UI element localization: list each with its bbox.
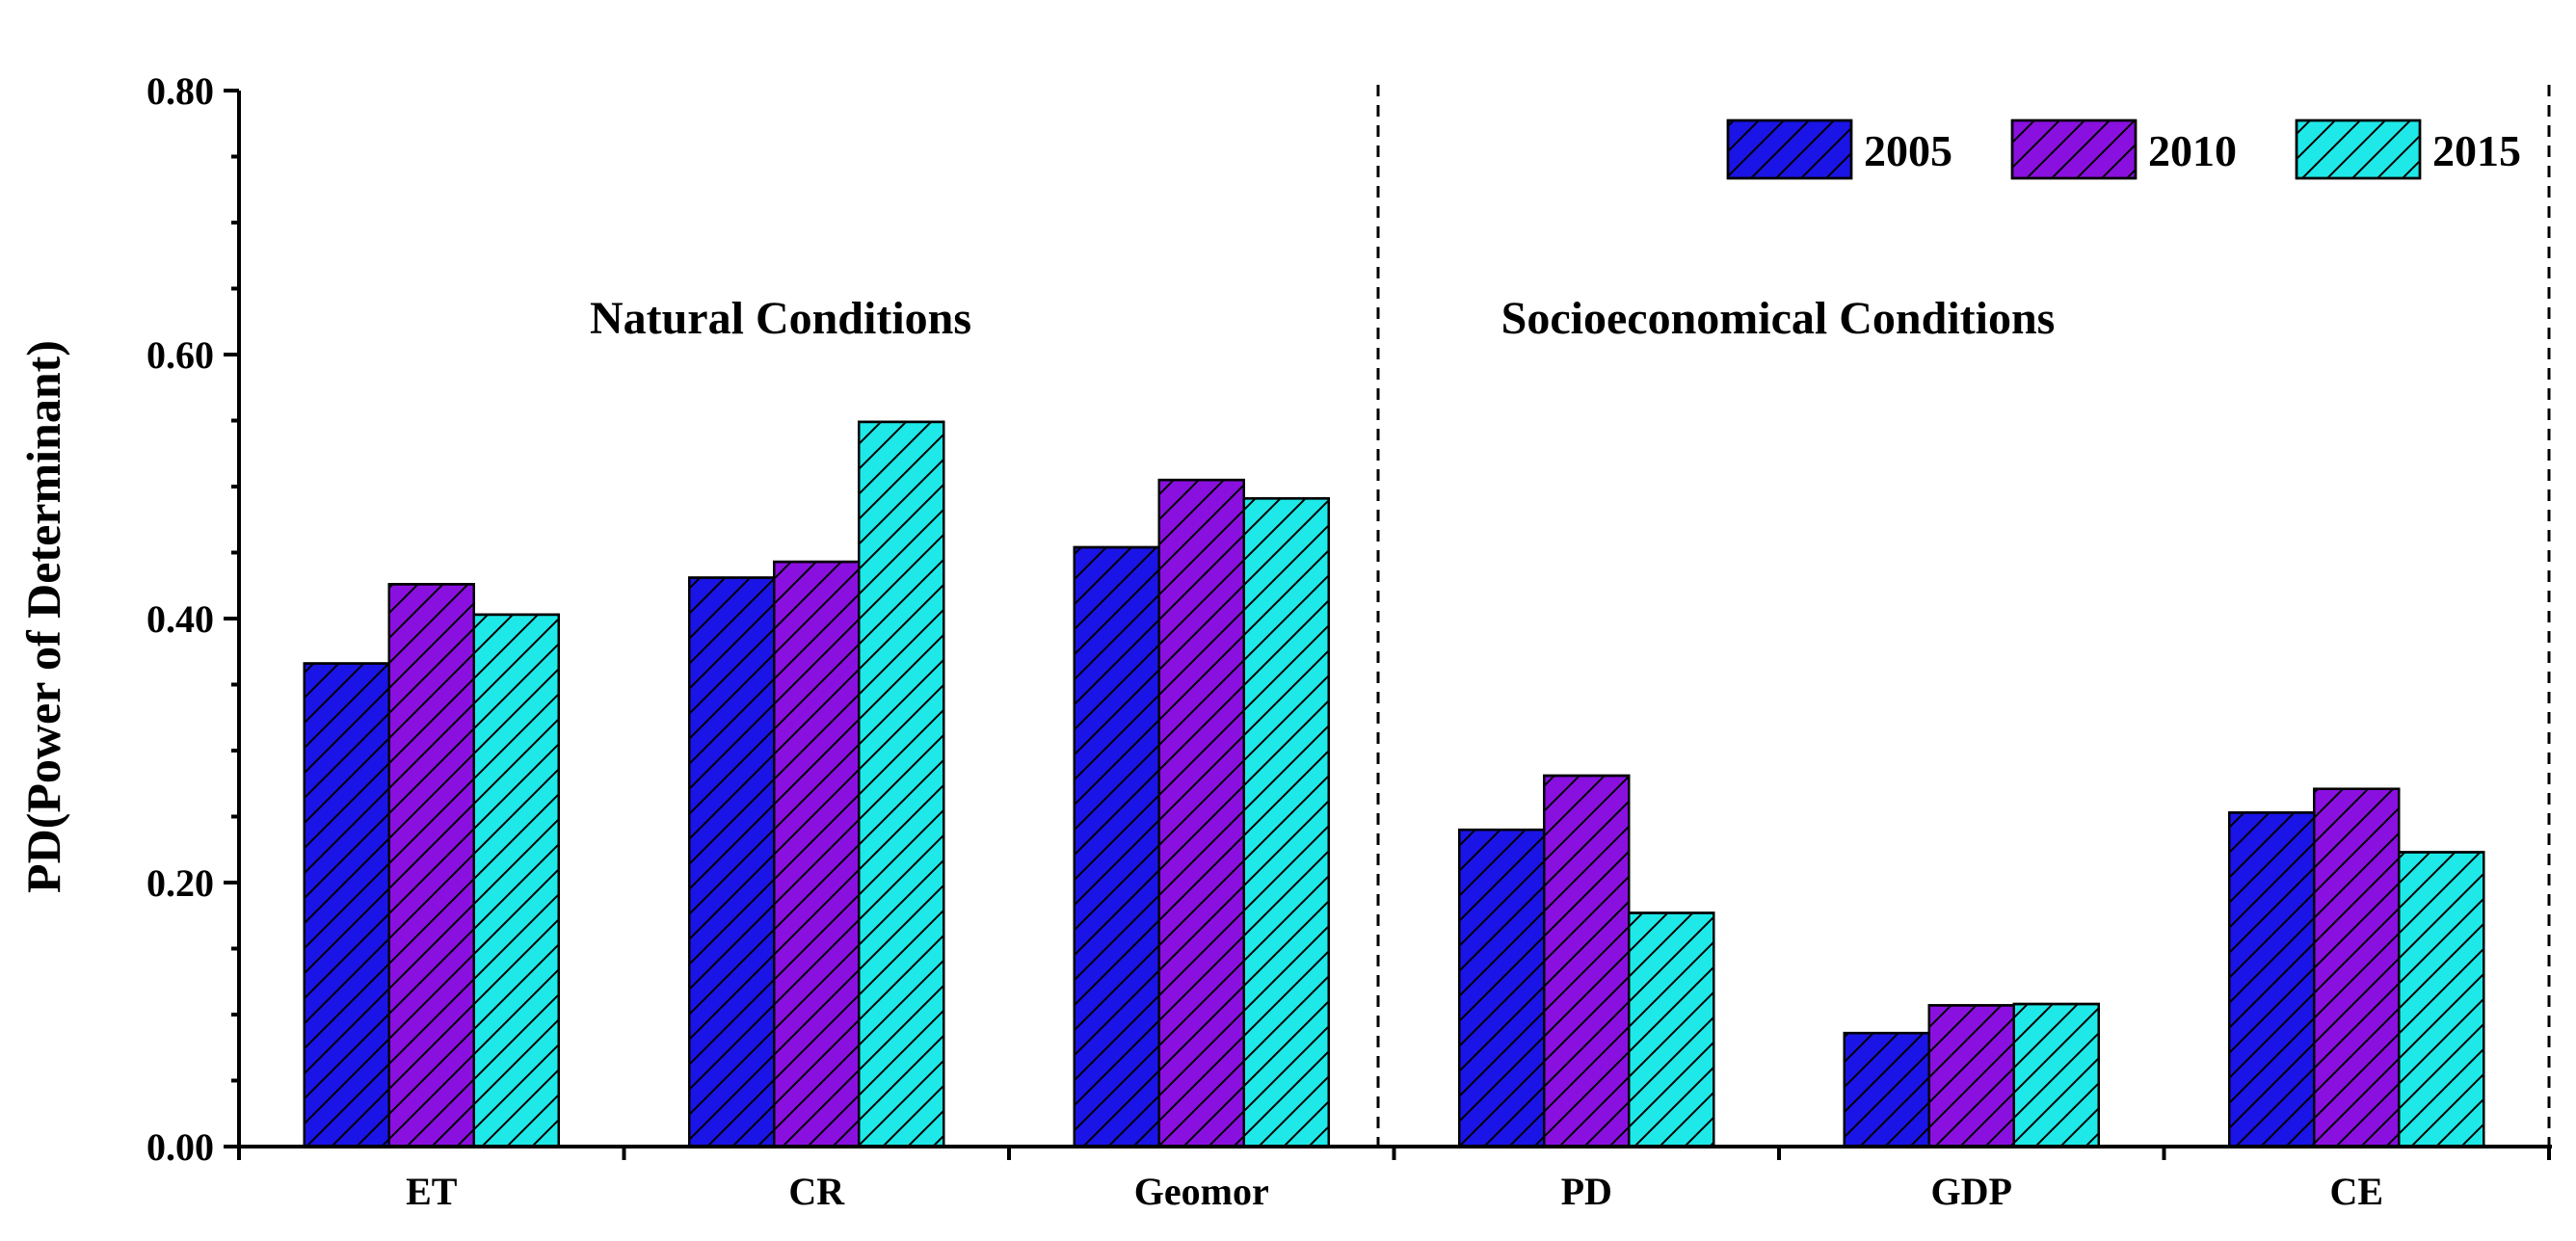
legend-label-2005: 2005: [1864, 126, 1952, 175]
group-title-socioeconomical-conditions: Socioeconomical Conditions: [1501, 293, 2056, 344]
legend-label-2010: 2010: [2148, 126, 2237, 175]
y-tick-label: 0.00: [146, 1125, 214, 1169]
bar-hatch-gdp-2010: [1927, 1004, 2015, 1149]
legend-swatch-2015-hatch: [2295, 119, 2422, 180]
y-tick-label: 0.80: [146, 69, 214, 113]
bars-layer: [303, 420, 2485, 1149]
x-tick-label-gdp: GDP: [1931, 1170, 2012, 1213]
legend-swatch-2005-hatch: [1726, 119, 1853, 180]
bar-hatch-cr-2010: [773, 560, 861, 1149]
bar-hatch-gdp-2015: [2012, 1002, 2100, 1149]
y-tick-label: 0.20: [146, 861, 214, 905]
bar-hatch-gdp-2005: [1843, 1031, 1930, 1149]
bar-hatch-geomor-2010: [1157, 478, 1245, 1149]
bar-hatch-pd-2015: [1628, 911, 1715, 1149]
legend-label-2015: 2015: [2432, 126, 2521, 175]
bar-hatch-et-2005: [303, 662, 390, 1149]
x-tick-label-ce: CE: [2329, 1170, 2383, 1213]
x-tick-label-geomor: Geomor: [1134, 1170, 1269, 1213]
bar-hatch-geomor-2005: [1073, 545, 1160, 1149]
y-tick-label: 0.40: [146, 597, 214, 641]
bar-hatch-cr-2005: [688, 576, 776, 1149]
bar-hatch-et-2015: [472, 613, 560, 1149]
y-axis-title: PD(Power of Determinant): [16, 340, 70, 893]
bar-hatch-ce-2005: [2228, 811, 2316, 1149]
legend-swatch-2010-hatch: [2010, 119, 2138, 180]
bar-hatch-ce-2010: [2313, 787, 2401, 1149]
x-tick-label-pd: PD: [1561, 1170, 1612, 1213]
x-tick-label-et: ET: [406, 1170, 458, 1213]
y-ticks-layer: 0.00 0.20 0.40 0.60 0.80: [146, 69, 239, 1169]
bar-hatch-pd-2005: [1458, 828, 1546, 1149]
bar-hatch-cr-2015: [858, 420, 945, 1149]
x-labels-layer: ET CR Geomor PD GDP CE: [237, 1147, 2551, 1213]
y-tick-label: 0.60: [146, 333, 214, 377]
bar-hatch-pd-2010: [1543, 774, 1631, 1149]
bar-hatch-geomor-2015: [1242, 497, 1330, 1149]
group-title-natural-conditions: Natural Conditions: [590, 293, 971, 344]
bar-hatch-et-2010: [387, 583, 475, 1149]
legend: 2005 2010 2015: [1726, 119, 2521, 180]
x-tick-label-cr: CR: [788, 1170, 845, 1213]
bar-hatch-ce-2015: [2398, 851, 2485, 1149]
